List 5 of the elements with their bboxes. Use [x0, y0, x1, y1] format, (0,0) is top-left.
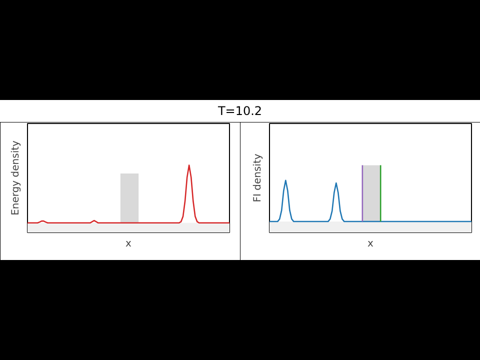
- x-axis-title: x: [368, 238, 374, 250]
- y-axis-title: FI density: [252, 154, 264, 202]
- chart-title: T=10.2: [218, 103, 262, 120]
- y-axis-title: Energy density: [10, 140, 22, 216]
- x-axis-title: x: [126, 238, 132, 250]
